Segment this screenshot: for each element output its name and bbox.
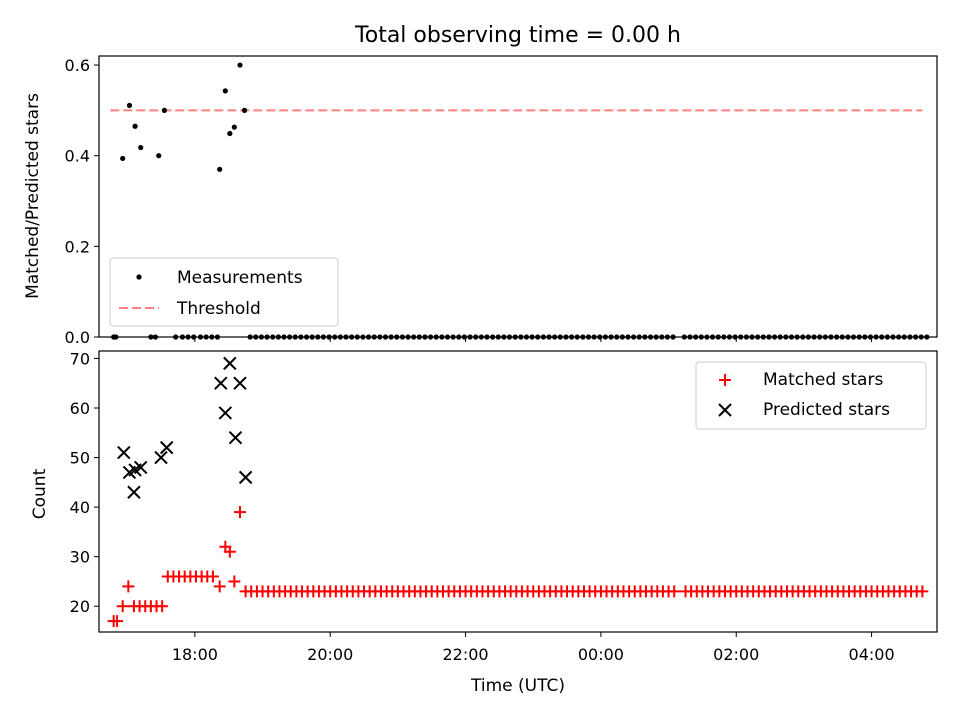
matched-star-point: [668, 585, 681, 598]
measurement-point: [156, 153, 162, 159]
measurement-point: [217, 166, 223, 172]
measurement-point: [237, 62, 243, 68]
bottom-x-tick-label: 02:00: [713, 645, 759, 664]
predicted-star-point: [218, 406, 233, 420]
bottom-y-tick-label: 50: [70, 449, 90, 468]
bottom-y-tick-label: 40: [70, 498, 90, 517]
predicted-star-point: [154, 450, 168, 465]
bottom-x-axis-label: Time (UTC): [470, 676, 565, 696]
predicted-star-point: [238, 470, 253, 485]
predicted-star-point: [134, 460, 148, 475]
legend-measurements-label: Measurements: [177, 268, 303, 288]
predicted-star-point: [233, 376, 247, 390]
top-y-tick-label: 0.4: [65, 147, 90, 166]
top-y-tick-label: 0.0: [65, 328, 90, 347]
matched-star-point: [122, 580, 135, 593]
top-legend: Measurements Threshold: [109, 257, 339, 327]
measurement-point: [132, 123, 138, 129]
bottom-x-tick-label: 18:00: [172, 645, 218, 664]
legend-matched-stars-marker: [719, 374, 731, 386]
matched-star-point: [156, 600, 169, 613]
bottom-legend: Matched stars Predicted stars: [695, 361, 927, 430]
legend-predicted-stars-marker: [718, 403, 732, 417]
matched-star-point: [228, 575, 241, 588]
measurement-point: [227, 130, 233, 137]
measurement-point: [231, 124, 237, 130]
top-y-tick-label: 0.6: [65, 56, 90, 75]
measurement-point: [241, 107, 248, 113]
matched-star-point: [111, 615, 124, 628]
predicted-star-point: [159, 440, 174, 455]
matched-star-point: [233, 506, 246, 519]
bottom-plot-area: [107, 356, 929, 628]
bottom-y-axis-label: Count: [30, 468, 50, 519]
measurement-point: [161, 107, 168, 113]
measurement-point: [138, 144, 144, 151]
predicted-star-point: [228, 431, 243, 445]
legend-matched-stars-label: Matched stars: [763, 370, 883, 390]
matched-star-point: [213, 580, 226, 593]
matched-star-point: [223, 545, 236, 558]
measurement-point: [120, 155, 126, 162]
bottom-x-tick-label: 20:00: [307, 645, 353, 664]
bottom-x-tick-label: 04:00: [849, 645, 895, 664]
predicted-star-point: [214, 376, 228, 390]
matched-star-point: [206, 570, 219, 583]
measurement-point: [222, 88, 228, 94]
top-chart-title: Total observing time = 0.00 h: [354, 23, 681, 48]
legend-predicted-stars-label: Predicted stars: [763, 400, 890, 420]
predicted-star-point: [117, 445, 131, 460]
bottom-axes-frame: [98, 350, 938, 633]
legend-measurements-marker: [136, 274, 142, 280]
predicted-star-point: [127, 485, 141, 499]
matched-star-point: [916, 585, 929, 598]
measurement-point: [126, 102, 133, 109]
top-legend-box: [109, 257, 339, 327]
bottom-y-tick-label: 60: [70, 399, 90, 418]
bottom-x-tick-label: 00:00: [578, 645, 624, 664]
bottom-legend-box: [695, 361, 927, 430]
bottom-y-tick-label: 30: [70, 548, 90, 567]
top-axis-ticks: 0.0 0.2 0.4 0.6: [65, 56, 873, 347]
bottom-y-tick-label: 20: [70, 597, 90, 616]
legend-threshold-label: Threshold: [176, 299, 261, 319]
top-y-tick-label: 0.2: [65, 237, 90, 256]
top-axes-frame: [98, 55, 938, 338]
matched-star-point: [116, 600, 129, 613]
predicted-star-point: [223, 356, 237, 371]
bottom-axis-ticks: 20 30 40 50 60 70 18:00 20:00 22:00 00:00 02:00 04:…: [70, 349, 895, 664]
bottom-x-tick-label: 22:00: [442, 645, 488, 664]
top-y-axis-label: Matched/Predicted stars: [23, 93, 43, 299]
top-subplot: Total observing time = 0.00 h Matched/Pr…: [23, 23, 938, 347]
bottom-y-tick-label: 70: [70, 349, 90, 368]
